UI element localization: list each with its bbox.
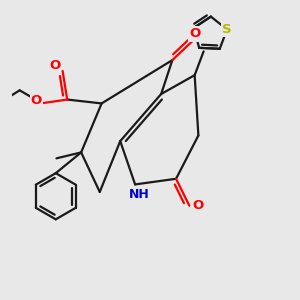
Text: O: O xyxy=(190,28,201,40)
Text: O: O xyxy=(49,59,60,72)
Text: NH: NH xyxy=(128,188,149,201)
Text: O: O xyxy=(192,199,203,212)
Text: O: O xyxy=(31,94,42,107)
Text: S: S xyxy=(222,23,232,36)
